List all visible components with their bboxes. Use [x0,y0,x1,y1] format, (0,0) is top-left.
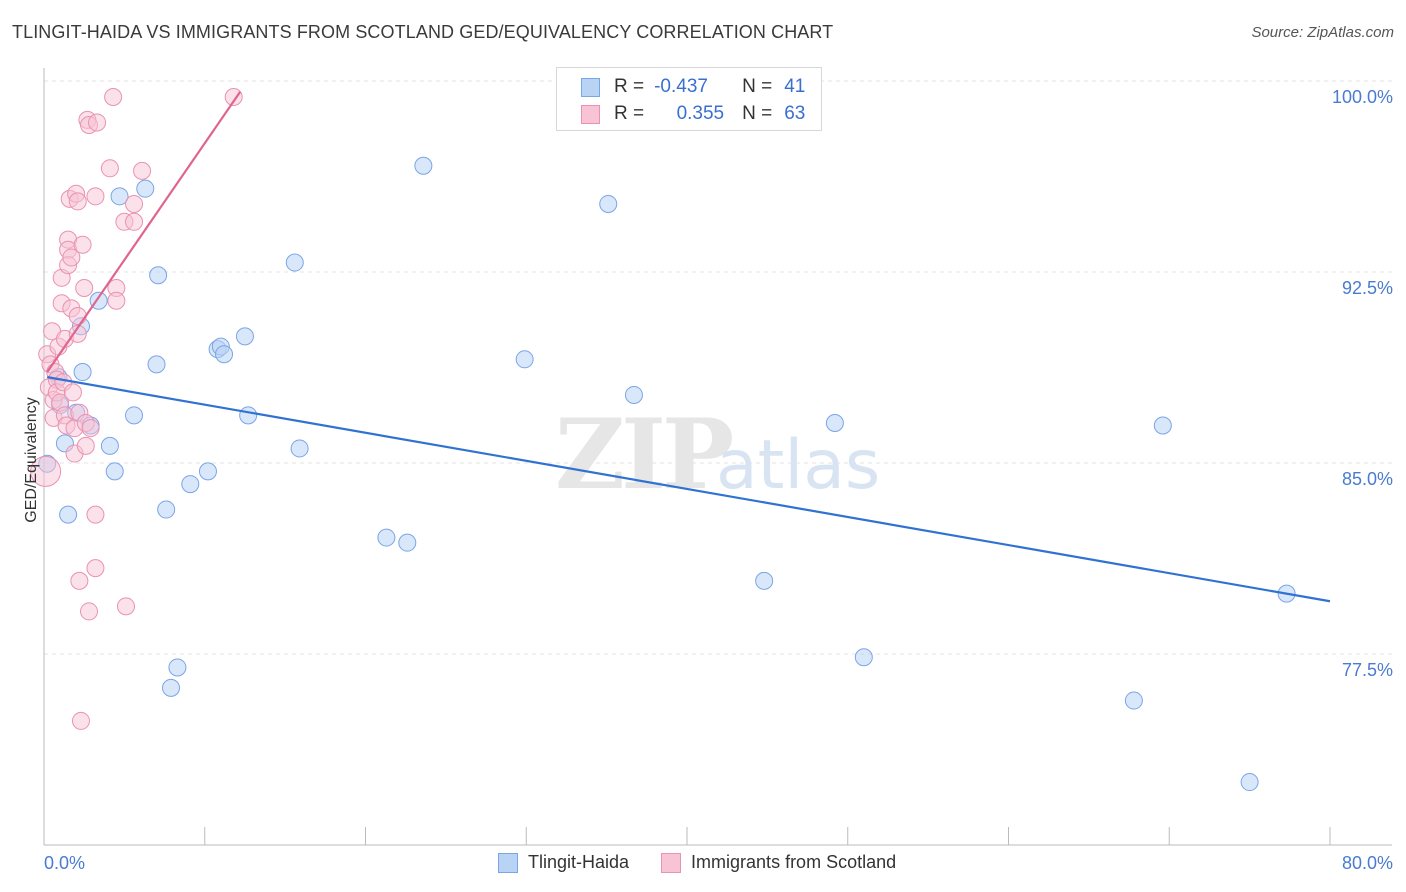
series-legend-scotland: Immigrants from Scotland [661,852,896,873]
y-tick-label: 100.0% [1332,87,1393,107]
tlingit-haida-point [285,253,304,272]
chart-title: TLINGIT-HAIDA VS IMMIGRANTS FROM SCOTLAN… [12,22,834,42]
tlingit-haida-point [290,439,309,458]
legend-r-label: R = [614,76,645,97]
tlingit-haida-point [136,179,155,198]
scotland-point [125,212,144,231]
scotland-trendline [46,91,242,373]
tlingit-haida-point [1124,691,1143,710]
watermark-zip: ZIP [555,398,732,511]
scotland-point [68,192,87,211]
scotland-point [116,597,135,616]
tlingit-haida-point [100,436,119,455]
tlingit-haida-trendline [47,376,1331,603]
tlingit-haida-point [414,156,433,175]
scotland-point [73,235,92,254]
scotland-point [70,571,89,590]
scotland-point [80,602,99,621]
tlingit-haida-point [181,475,200,494]
tlingit-haida-point [105,462,124,481]
scotland-point [68,307,87,326]
tlingit-haida-point [73,363,92,382]
legend-r-label: R = [614,103,645,124]
scotland-point [81,419,100,438]
tlingit-haida-point [110,187,129,206]
legend-n-label: N = [742,103,773,124]
scotland-point [224,88,243,106]
tlingit-haida-point [239,406,258,425]
scotland-point [68,324,87,343]
tlingit-haida-point [377,528,396,547]
tlingit-haida-point [168,658,187,677]
correlation-legend: R = -0.437 N = 41 R = 0.355 N = 63 [556,67,822,131]
series-swatch-blue [498,852,518,873]
tlingit-haida-point [235,327,254,346]
tlingit-haida-point [599,194,618,213]
scotland-point [62,248,81,267]
legend-r-value: 0.355 [676,103,725,124]
scotland-point [104,88,123,106]
tlingit-haida-point [1153,416,1172,435]
scotland-point [75,279,94,297]
scotland-point [86,559,105,578]
tlingit-haida-point [1240,773,1259,792]
tlingit-haida-point [157,500,176,519]
tlingit-haida-point [161,678,180,697]
scotland-point [86,187,105,206]
scotland-point [100,159,119,178]
y-tick-label: 77.5% [1342,660,1393,680]
tlingit-haida-point [149,266,168,285]
tlingit-haida-point [854,648,873,667]
x-tick-label-max: 80.0% [1342,853,1393,873]
scotland-point [107,291,126,310]
grid-lines [44,80,1392,655]
scotland-point [71,711,90,730]
tlingit-haida-point [755,571,774,590]
y-tick-label: 92.5% [1342,278,1393,298]
source-label: Source: ZipAtlas.com [1251,24,1394,41]
tlingit-haida-point [398,533,417,552]
scotland-point [30,455,62,487]
series-legend-tlingit-haida: Tlingit-Haida [498,852,629,873]
series-swatch-pink [661,852,682,873]
tlingit-haida-point [198,462,217,481]
legend-row-scotland: R = 0.355 N = 63 [581,101,805,127]
trend-lines [46,91,1331,603]
x-tick-label-min: 0.0% [44,853,85,873]
scotland-point [76,436,95,455]
y-tick-label: 85.0% [1342,469,1393,489]
legend-row-tlingit-haida: R = -0.437 N = 41 [581,74,805,100]
series-name: Tlingit-Haida [528,852,630,872]
tlingit-haida-point [147,355,166,374]
tlingit-haida-point [624,385,643,404]
series-legend: Tlingit-Haida Immigrants from Scotland [498,852,928,873]
tlingit-haida-point [515,350,534,369]
legend-n-value: 63 [784,103,806,124]
scotland-points [30,88,243,730]
legend-swatch-blue [581,77,600,97]
scotland-point [133,161,152,180]
scotland-point [86,505,105,524]
legend-n-value: 41 [784,76,806,97]
scotland-point [88,113,107,132]
tlingit-haida-point [59,505,78,524]
series-name: Immigrants from Scotland [691,852,897,872]
watermark-atlas: atlas [716,426,880,505]
legend-swatch-pink [581,104,600,124]
y-axis-label: GED/Equivalency [23,397,40,522]
legend-n-label: N = [742,76,773,97]
scotland-point [63,383,82,402]
legend-r-value: -0.437 [654,76,708,97]
scotland-point [125,194,144,213]
tlingit-haida-point [215,345,234,364]
tlingit-haida-point [825,413,844,432]
tlingit-haida-point [125,406,144,425]
